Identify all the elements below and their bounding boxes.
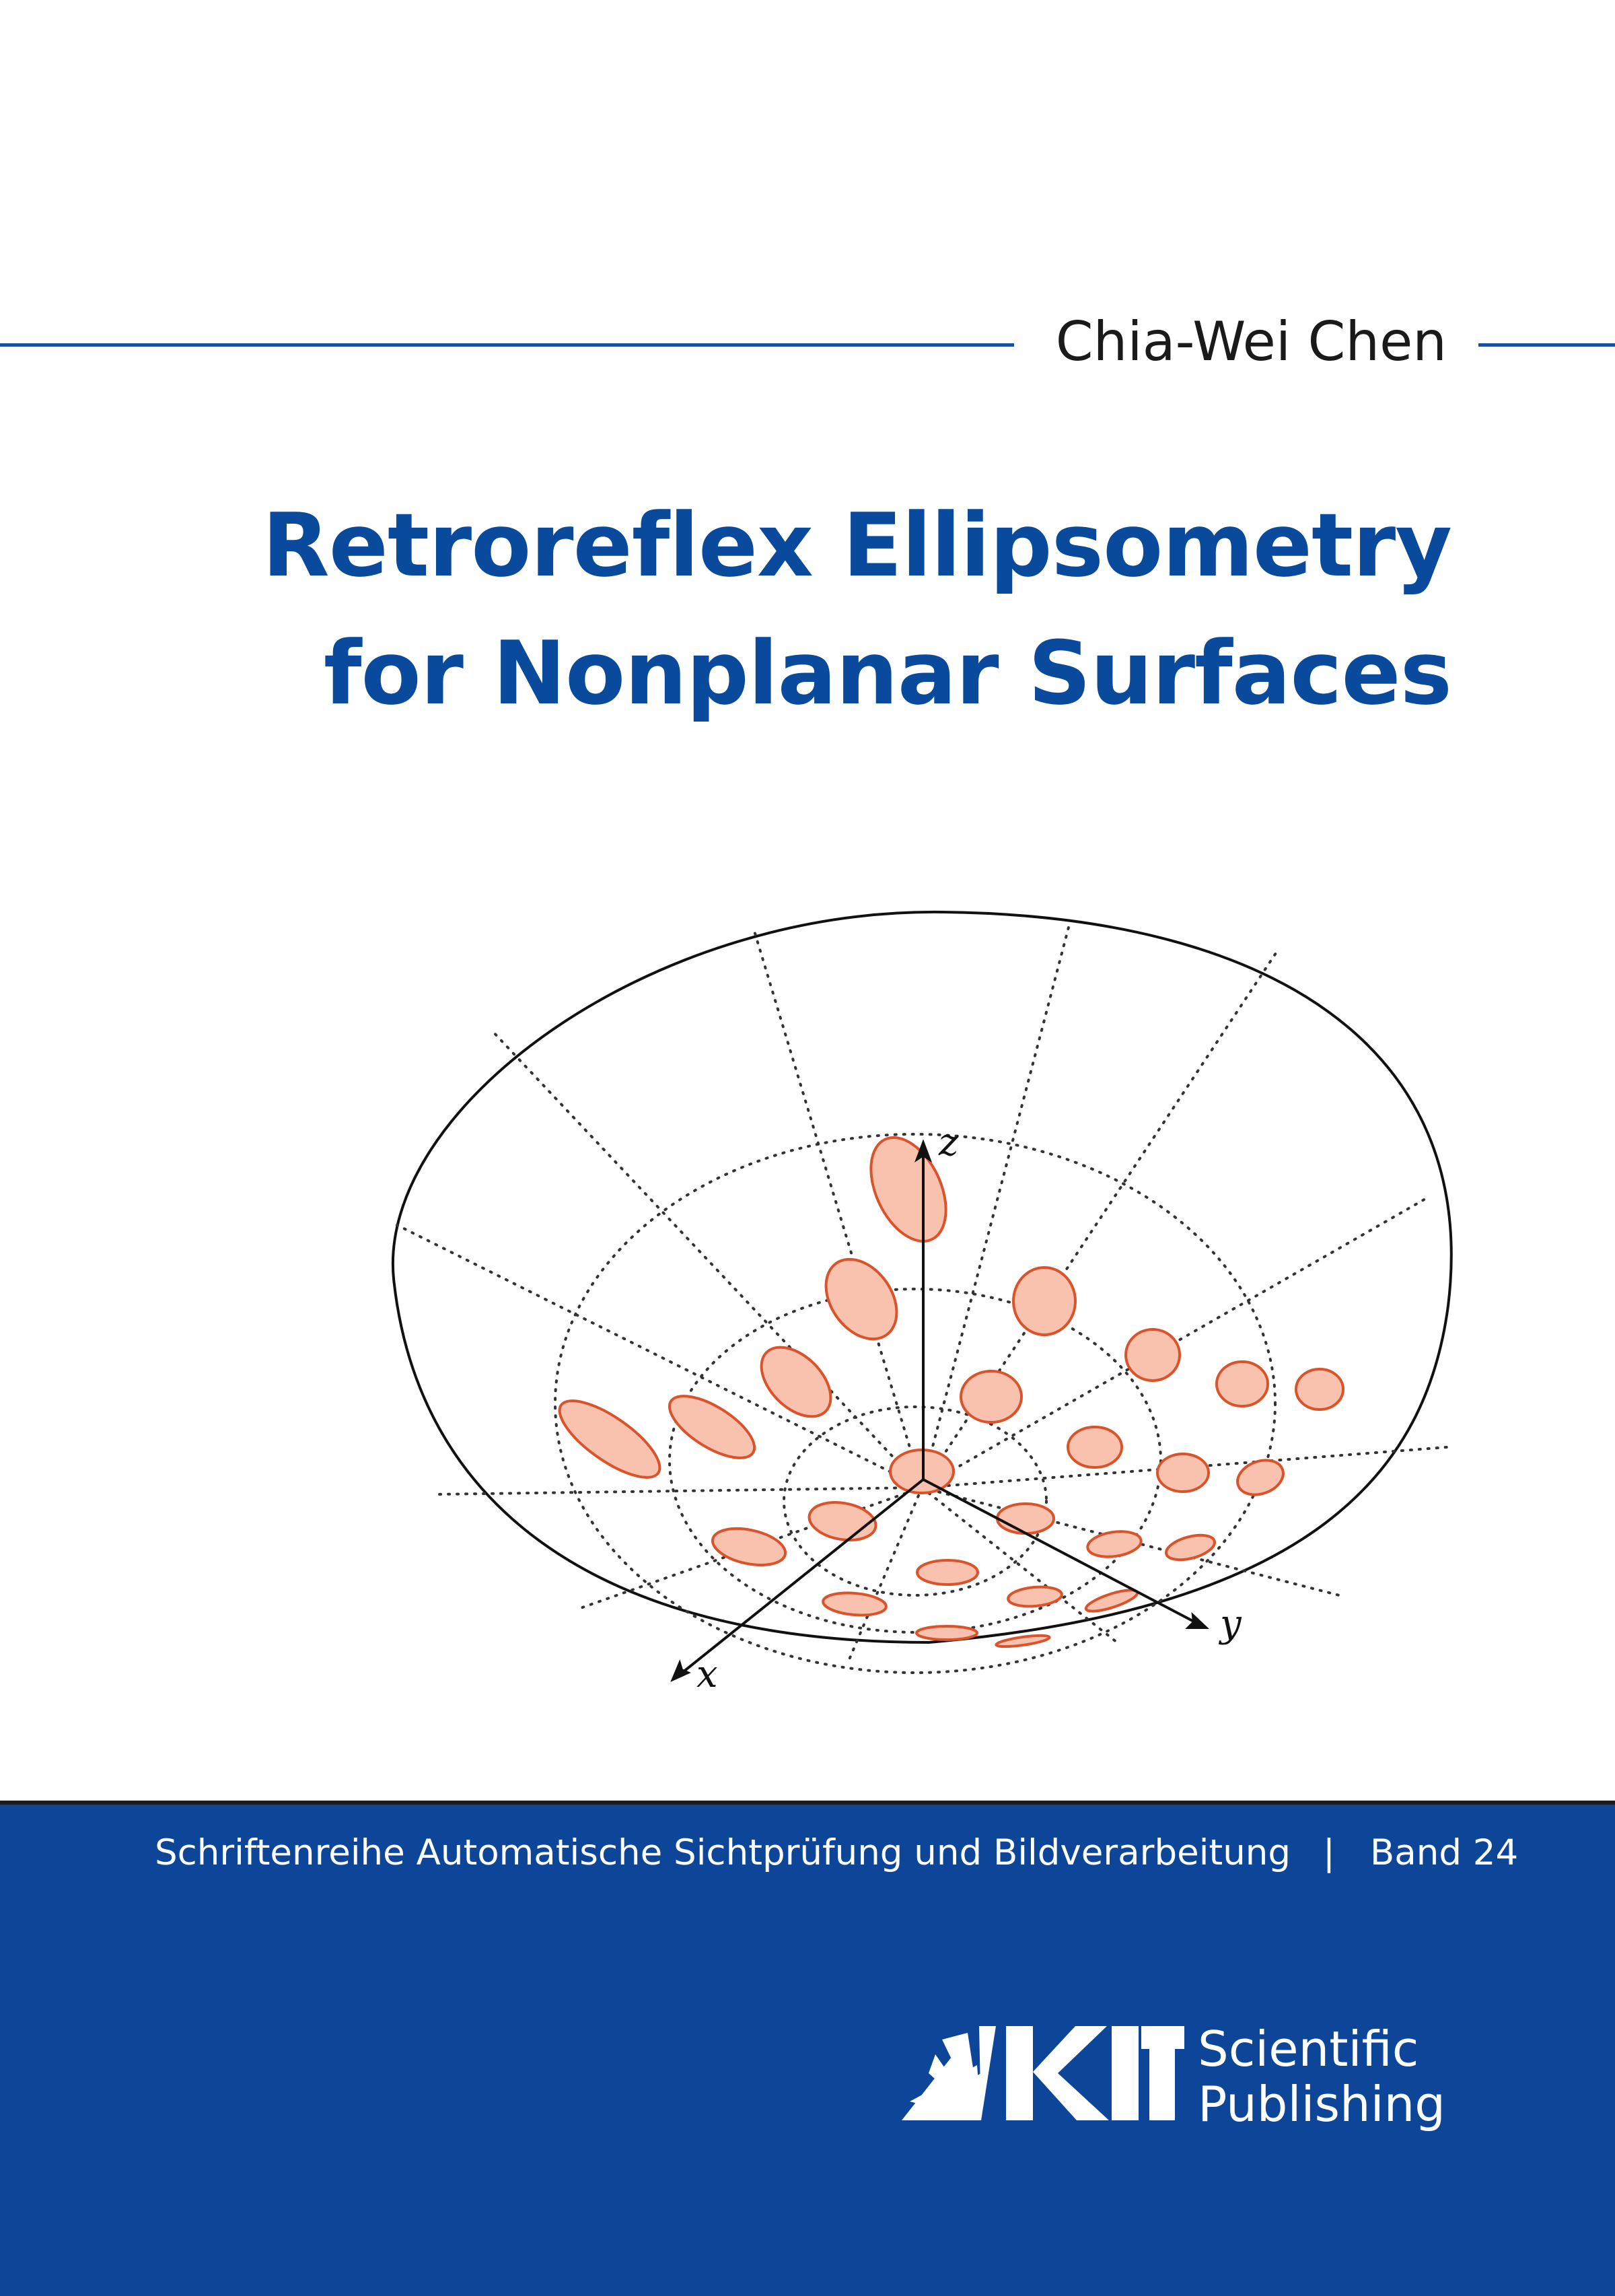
axis-label-z: z	[939, 1121, 959, 1164]
ellipse	[1124, 1328, 1181, 1382]
series-line: Schriftenreihe Automatische Sichtprüfung…	[155, 1823, 1518, 1883]
title-line-1: Retroreflex Ellipsometry	[262, 494, 1452, 596]
hemisphere-illustration	[391, 910, 1453, 1682]
ellipse	[1086, 1530, 1143, 1558]
ellipse	[1295, 1368, 1344, 1411]
ellipse	[822, 1591, 888, 1617]
author-rule-left	[0, 343, 1014, 347]
ellipse	[1156, 1453, 1210, 1493]
axis-label-y: y	[1220, 1602, 1242, 1646]
cover-figure: z y x	[377, 895, 1494, 1703]
book-title: Retroreflex Ellipsometry for Nonplanar S…	[106, 481, 1452, 737]
kit-logo-icon	[902, 2026, 1184, 2120]
ellipse	[996, 1502, 1055, 1535]
ellipse	[1165, 1533, 1216, 1562]
publisher-line-1: Scientific	[1198, 2021, 1419, 2077]
ellipse	[869, 1136, 947, 1243]
series-band	[0, 1801, 1615, 2296]
ellipse	[1067, 1426, 1123, 1469]
polarization-ellipses	[558, 1136, 1344, 1648]
axis-label-x: x	[696, 1653, 718, 1696]
series-volume: Band 24	[1369, 1832, 1519, 1873]
ellipse	[995, 1634, 1051, 1648]
ellipse	[711, 1527, 787, 1566]
coordinate-axes	[670, 1139, 1210, 1682]
ellipse	[808, 1501, 877, 1541]
ellipse	[558, 1399, 661, 1479]
publisher-name: Scientific Publishing	[1198, 2021, 1445, 2132]
publisher-line-2: Publishing	[1198, 2076, 1445, 2132]
ellipse	[760, 1346, 832, 1418]
author-name: Chia-Wei Chen	[1055, 310, 1447, 373]
series-separator: |	[1323, 1832, 1335, 1873]
ellipse	[668, 1395, 756, 1459]
hemisphere-outline	[391, 910, 1453, 1644]
author-rule-right	[1478, 343, 1615, 347]
ellipse	[1215, 1360, 1269, 1407]
ellipse	[916, 1559, 979, 1586]
ellipse	[1012, 1266, 1077, 1336]
title-line-2: for Nonplanar Surfaces	[323, 622, 1452, 724]
ellipse	[960, 1370, 1023, 1424]
ellipse	[1007, 1585, 1063, 1608]
ellipse	[824, 1257, 898, 1341]
ellipse	[1236, 1459, 1285, 1496]
series-name: Schriftenreihe Automatische Sichtprüfung…	[155, 1832, 1291, 1873]
ellipse	[915, 1625, 978, 1641]
